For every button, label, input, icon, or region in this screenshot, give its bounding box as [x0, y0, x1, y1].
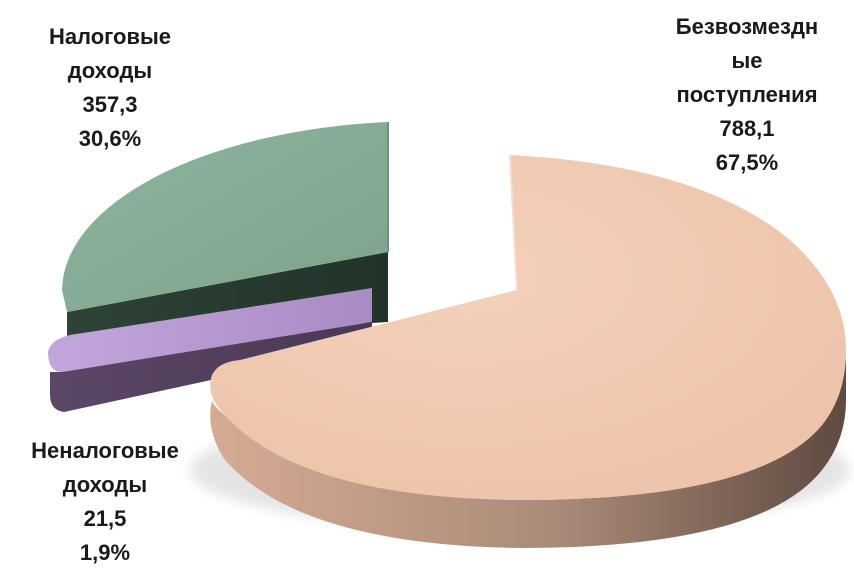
pie-slice-bezvozmezdnye-edge [509, 154, 518, 291]
slice-label-name-line-3: поступления [676, 82, 818, 107]
pie-slice-bezvozmezdnye-top [210, 155, 846, 500]
slice-label-value: 788,1 [719, 116, 775, 141]
slice-label-name-line-1: Безвозмездн [675, 14, 819, 39]
pie-slice-nalogovye-top [62, 122, 388, 312]
slice-label-percent: 30,6% [78, 126, 142, 151]
slice-label-percent: 67,5% [715, 150, 779, 175]
slice-label-name-line-1: Налоговые [48, 24, 172, 49]
slice-label-nenalogovye: Неналоговые доходы 21,5 1,9% [0, 434, 210, 570]
pie-slice-bezvozmezdnye-side [210, 350, 846, 548]
pie-slice-bezvozmezdnye [210, 154, 846, 548]
pie-slice-nenalogovye-side [50, 322, 372, 412]
slice-label-value: 357,3 [82, 92, 138, 117]
slice-label-percent: 1,9% [79, 540, 131, 565]
slice-label-name-line-2: доходы [67, 58, 153, 83]
slice-label-name-line-2: доходы [62, 472, 148, 497]
slice-label-name-line-1: Неналоговые [31, 438, 179, 463]
slice-label-bezvozmezdnye: Безвозмездн ые поступления 788,1 67,5% [640, 10, 854, 180]
pie-slice-nenalogovye-top [48, 288, 372, 372]
pie-slice-nenalogovye [48, 288, 372, 412]
slice-label-name-line-2: ые [731, 48, 763, 73]
slice-label-nalogovye: Налоговые доходы 357,3 30,6% [10, 20, 210, 156]
slice-label-value: 21,5 [83, 506, 127, 531]
